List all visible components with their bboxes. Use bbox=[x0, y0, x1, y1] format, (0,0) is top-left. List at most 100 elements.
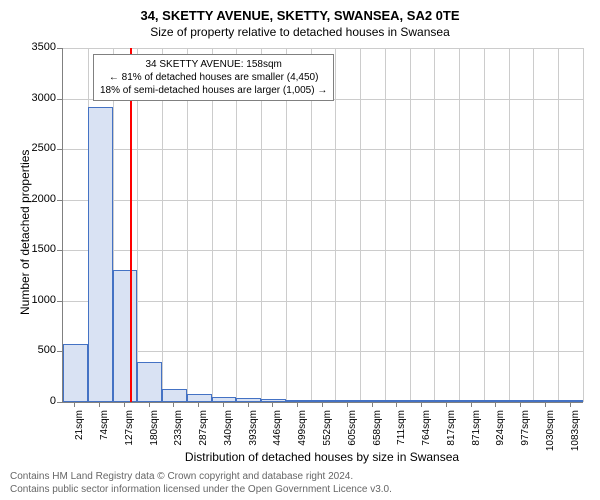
plot-area: 34 SKETTY AVENUE: 158sqm← 81% of detache… bbox=[62, 48, 583, 403]
y-tick-mark bbox=[57, 200, 62, 201]
grid-line bbox=[63, 250, 583, 251]
grid-line bbox=[137, 48, 138, 402]
grid-line bbox=[360, 48, 361, 402]
y-tick-label: 3500 bbox=[20, 41, 56, 53]
x-tick-label: 287sqm bbox=[198, 410, 209, 460]
x-tick-label: 180sqm bbox=[149, 410, 160, 460]
grid-line bbox=[63, 48, 583, 49]
x-tick-mark bbox=[322, 402, 323, 407]
x-tick-label: 127sqm bbox=[124, 410, 135, 460]
x-tick-mark bbox=[149, 402, 150, 407]
x-tick-label: 817sqm bbox=[446, 410, 457, 460]
x-tick-mark bbox=[520, 402, 521, 407]
info-line: 18% of semi-detached houses are larger (… bbox=[100, 84, 327, 97]
y-tick-label: 1500 bbox=[20, 243, 56, 255]
grid-line bbox=[187, 48, 188, 402]
x-tick-mark bbox=[99, 402, 100, 407]
x-tick-mark bbox=[421, 402, 422, 407]
footer-line1: Contains HM Land Registry data © Crown c… bbox=[10, 471, 392, 484]
x-tick-label: 552sqm bbox=[322, 410, 333, 460]
x-tick-mark bbox=[173, 402, 174, 407]
y-tick-label: 2500 bbox=[20, 142, 56, 154]
histogram-bar bbox=[558, 400, 583, 402]
x-tick-mark bbox=[74, 402, 75, 407]
grid-line bbox=[63, 200, 583, 201]
y-tick-mark bbox=[57, 99, 62, 100]
histogram-bar bbox=[88, 107, 113, 402]
x-tick-label: 74sqm bbox=[99, 410, 110, 460]
grid-line bbox=[261, 48, 262, 402]
y-tick-mark bbox=[57, 351, 62, 352]
x-tick-label: 1030sqm bbox=[545, 410, 556, 460]
y-tick-label: 500 bbox=[20, 344, 56, 356]
x-tick-label: 21sqm bbox=[74, 410, 85, 460]
x-tick-mark bbox=[545, 402, 546, 407]
grid-line bbox=[484, 48, 485, 402]
grid-line bbox=[509, 48, 510, 402]
x-tick-label: 924sqm bbox=[495, 410, 506, 460]
x-tick-label: 499sqm bbox=[297, 410, 308, 460]
x-tick-mark bbox=[124, 402, 125, 407]
x-tick-mark bbox=[471, 402, 472, 407]
x-tick-label: 764sqm bbox=[421, 410, 432, 460]
grid-line bbox=[162, 48, 163, 402]
histogram-bar bbox=[459, 400, 484, 402]
x-tick-mark bbox=[198, 402, 199, 407]
x-tick-mark bbox=[272, 402, 273, 407]
histogram-bar bbox=[212, 397, 237, 402]
histogram-bar bbox=[63, 344, 88, 402]
grid-line bbox=[286, 48, 287, 402]
x-tick-label: 977sqm bbox=[520, 410, 531, 460]
x-tick-mark bbox=[495, 402, 496, 407]
x-tick-mark bbox=[446, 402, 447, 407]
x-tick-mark bbox=[223, 402, 224, 407]
info-line: 34 SKETTY AVENUE: 158sqm bbox=[100, 58, 327, 71]
info-line: ← 81% of detached houses are smaller (4,… bbox=[100, 71, 327, 84]
histogram-bar bbox=[236, 398, 261, 402]
grid-line bbox=[434, 48, 435, 402]
grid-line bbox=[63, 351, 583, 352]
grid-line bbox=[558, 48, 559, 402]
histogram-bar bbox=[261, 399, 286, 402]
y-tick-label: 1000 bbox=[20, 294, 56, 306]
grid-line bbox=[385, 48, 386, 402]
histogram-bar bbox=[533, 400, 558, 402]
grid-line bbox=[311, 48, 312, 402]
x-tick-label: 711sqm bbox=[396, 410, 407, 460]
grid-line bbox=[212, 48, 213, 402]
histogram-bar bbox=[137, 362, 162, 402]
indicator-line bbox=[130, 48, 132, 402]
histogram-bar bbox=[113, 270, 138, 402]
grid-line bbox=[410, 48, 411, 402]
x-tick-label: 871sqm bbox=[471, 410, 482, 460]
x-tick-label: 393sqm bbox=[248, 410, 259, 460]
grid-line bbox=[533, 48, 534, 402]
y-tick-label: 2000 bbox=[20, 193, 56, 205]
histogram-bar bbox=[360, 400, 385, 402]
footer-line2: Contains public sector information licen… bbox=[10, 484, 392, 497]
x-tick-mark bbox=[570, 402, 571, 407]
info-box: 34 SKETTY AVENUE: 158sqm← 81% of detache… bbox=[93, 54, 334, 101]
title-main: 34, SKETTY AVENUE, SKETTY, SWANSEA, SA2 … bbox=[0, 8, 600, 23]
x-tick-mark bbox=[372, 402, 373, 407]
histogram-bar bbox=[162, 389, 187, 402]
x-tick-mark bbox=[347, 402, 348, 407]
x-tick-label: 658sqm bbox=[372, 410, 383, 460]
grid-line bbox=[459, 48, 460, 402]
chart-root: 34, SKETTY AVENUE, SKETTY, SWANSEA, SA2 … bbox=[0, 0, 600, 500]
x-tick-mark bbox=[297, 402, 298, 407]
grid-line bbox=[335, 48, 336, 402]
y-tick-mark bbox=[57, 301, 62, 302]
grid-line bbox=[63, 301, 583, 302]
x-tick-mark bbox=[248, 402, 249, 407]
x-tick-label: 340sqm bbox=[223, 410, 234, 460]
y-tick-mark bbox=[57, 149, 62, 150]
histogram-bar bbox=[187, 394, 212, 402]
title-sub: Size of property relative to detached ho… bbox=[0, 25, 600, 39]
x-tick-mark bbox=[396, 402, 397, 407]
histogram-bar bbox=[434, 400, 459, 402]
grid-line bbox=[583, 48, 584, 402]
y-tick-label: 0 bbox=[20, 395, 56, 407]
x-tick-label: 446sqm bbox=[272, 410, 283, 460]
x-tick-label: 233sqm bbox=[173, 410, 184, 460]
